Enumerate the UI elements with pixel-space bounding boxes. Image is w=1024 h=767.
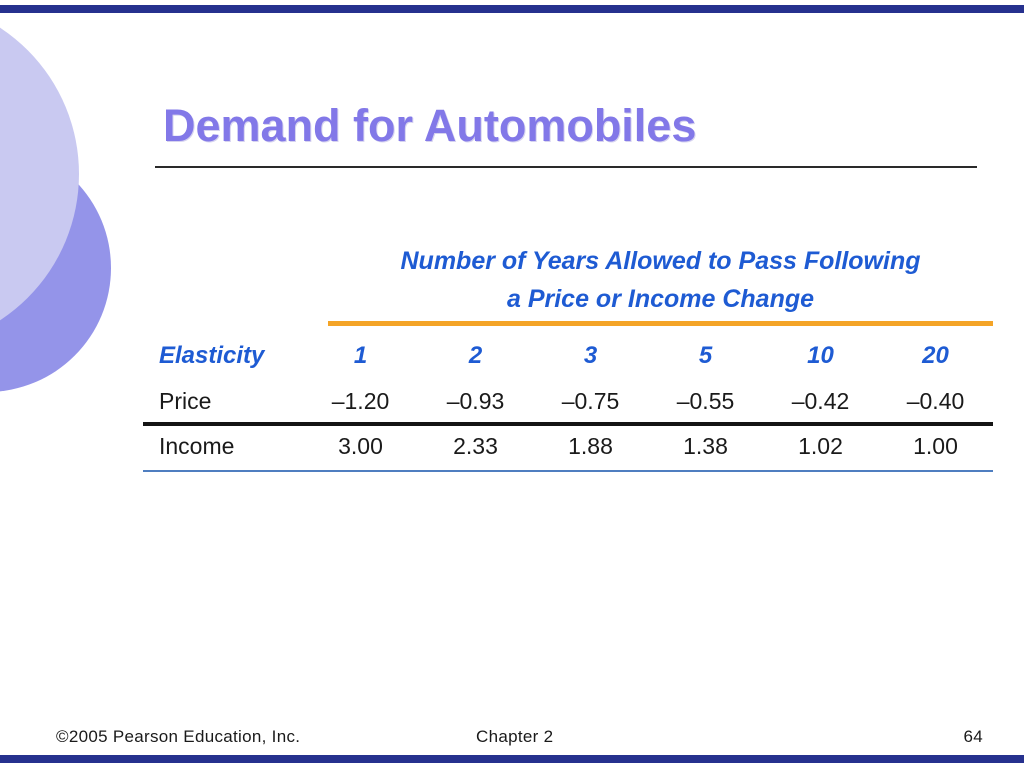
table-cell: 1.00 — [913, 433, 958, 459]
column-header: 5 — [698, 342, 713, 369]
column-header: 2 — [468, 342, 483, 369]
table-cell: 2.33 — [453, 433, 498, 459]
table-cell: –0.55 — [676, 388, 735, 414]
table-cell: –0.40 — [906, 388, 965, 414]
bottom-edge-bar — [0, 755, 1024, 763]
table-cell: 3.00 — [338, 433, 383, 459]
row-label: Price — [159, 388, 212, 414]
table-row: Price –1.20 –0.93 –0.75 –0.55 –0.42 –0.4… — [145, 388, 993, 415]
table-row: Income 3.00 2.33 1.88 1.38 1.02 1.00 — [145, 433, 993, 460]
page-title: Demand for Automobiles — [163, 100, 697, 151]
table-cell: 1.88 — [568, 433, 613, 459]
table-cell: –0.93 — [446, 388, 505, 414]
table-title-line2: a Price or Income Change — [506, 285, 815, 313]
table-mid-rule — [143, 422, 993, 426]
table-cell: –0.75 — [561, 388, 620, 414]
table-cell: –0.42 — [791, 388, 850, 414]
row-header-label: Elasticity — [159, 342, 265, 369]
table-title-line1: Number of Years Allowed to Pass Followin… — [400, 247, 921, 275]
title-underline — [155, 166, 977, 168]
footer-chapter: Chapter 2 — [476, 727, 554, 746]
footer-page-number: 64 — [963, 727, 983, 746]
column-header: 1 — [353, 342, 368, 369]
column-header: 20 — [922, 342, 949, 369]
row-label: Income — [159, 433, 235, 459]
column-header: 10 — [807, 342, 834, 369]
table-cell: 1.38 — [683, 433, 728, 459]
top-edge-bar — [0, 5, 1024, 13]
table-title: Number of Years Allowed to Pass Followin… — [328, 242, 993, 318]
table-cell: –1.20 — [331, 388, 390, 414]
table-bottom-rule — [143, 470, 993, 472]
table-top-rule — [328, 321, 993, 326]
table-cell: 1.02 — [798, 433, 843, 459]
table-header-row: Elasticity 1 2 3 5 10 20 — [145, 342, 993, 370]
column-header: 3 — [583, 342, 598, 369]
footer-copyright: ©2005 Pearson Education, Inc. — [56, 727, 301, 746]
